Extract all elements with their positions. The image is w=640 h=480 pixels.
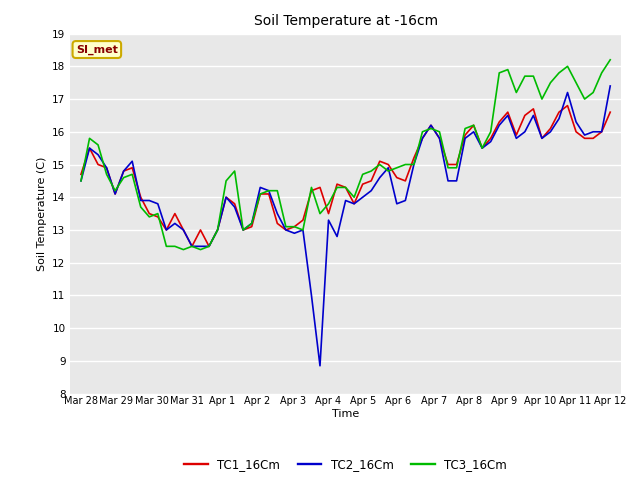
TC1_16Cm <box>333 181 341 187</box>
TC2_16Cm <box>222 194 230 200</box>
TC3_16Cm <box>231 168 239 174</box>
TC1_16Cm <box>606 109 614 115</box>
Line: TC3_16Cm: TC3_16Cm <box>81 60 610 250</box>
Y-axis label: Soil Temperature (C): Soil Temperature (C) <box>36 156 47 271</box>
TC2_16Cm <box>452 178 460 184</box>
TC1_16Cm <box>564 103 572 108</box>
X-axis label: Time: Time <box>332 409 359 419</box>
Title: Soil Temperature at -16cm: Soil Temperature at -16cm <box>253 14 438 28</box>
TC1_16Cm <box>188 243 196 249</box>
TC1_16Cm <box>231 201 239 207</box>
TC3_16Cm <box>452 165 460 171</box>
TC2_16Cm <box>77 178 85 184</box>
Legend: TC1_16Cm, TC2_16Cm, TC3_16Cm: TC1_16Cm, TC2_16Cm, TC3_16Cm <box>179 454 512 476</box>
TC1_16Cm <box>452 162 460 168</box>
TC2_16Cm <box>598 129 605 135</box>
TC1_16Cm <box>350 201 358 207</box>
Line: TC2_16Cm: TC2_16Cm <box>81 86 610 366</box>
TC1_16Cm <box>248 224 255 229</box>
Text: SI_met: SI_met <box>76 44 118 55</box>
TC1_16Cm <box>77 171 85 177</box>
TC3_16Cm <box>606 57 614 63</box>
TC3_16Cm <box>77 178 85 184</box>
TC2_16Cm <box>239 227 247 233</box>
TC3_16Cm <box>248 220 255 226</box>
TC3_16Cm <box>350 194 358 200</box>
TC3_16Cm <box>180 247 188 252</box>
TC2_16Cm <box>606 83 614 89</box>
Line: TC1_16Cm: TC1_16Cm <box>81 106 610 246</box>
TC2_16Cm <box>333 234 341 240</box>
TC3_16Cm <box>598 70 605 76</box>
TC2_16Cm <box>350 201 358 207</box>
TC3_16Cm <box>333 184 341 190</box>
TC1_16Cm <box>598 129 605 135</box>
TC2_16Cm <box>316 363 324 369</box>
